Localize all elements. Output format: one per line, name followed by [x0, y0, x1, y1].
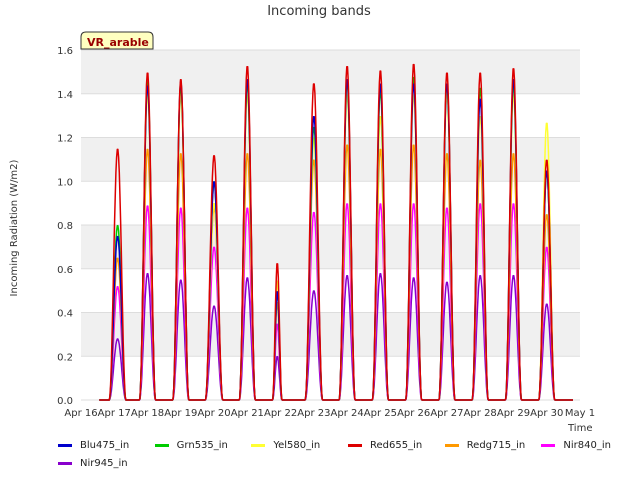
y-tick-label: 1.2	[57, 134, 73, 145]
y-tick-label: 1.0	[57, 177, 73, 188]
chart-svg: Incoming bands Apr 16 Apr 17 Apr 18 Apr 19 A…	[9, 4, 595, 432]
plot-band	[81, 137, 580, 182]
x-ticks: Apr 16 Apr 17 Apr 18 Apr 19 Apr 20 Apr 21 Apr …	[64, 408, 595, 419]
legend-item: Redg715_in	[444, 439, 542, 451]
x-tick-label: Apr 20	[197, 408, 230, 419]
x-tick-label: Apr 30	[530, 408, 563, 419]
legend-item: Yel580_in	[251, 440, 348, 451]
legend-swatch	[444, 443, 459, 447]
legend-item: Grn535_in	[154, 439, 252, 451]
plot-bands	[81, 50, 580, 357]
plot-band	[81, 50, 580, 94]
legend-row: Nir945_in	[58, 454, 638, 472]
legend-item: Nir945_in	[58, 458, 184, 469]
y-tick-label: 0.6	[57, 265, 73, 276]
x-tick-label: Apr 23	[297, 408, 330, 419]
site-badge-label: VR_arable	[87, 36, 149, 49]
y-tick-label: 0.4	[57, 309, 73, 320]
x-tick-label: Apr 27	[430, 408, 463, 419]
legend-swatch	[251, 443, 266, 447]
x-tick-label: Apr 26	[397, 408, 430, 419]
legend-item: Blu475_in	[58, 440, 155, 451]
legend-label: Blu475_in	[80, 439, 130, 451]
grid-lines	[81, 49, 580, 401]
y-tick-label: 0.0	[57, 396, 73, 407]
legend-swatch	[58, 461, 72, 465]
legend-swatch	[541, 443, 556, 447]
legend-swatch	[154, 443, 169, 447]
y-tick-label: 1.4	[57, 90, 73, 101]
plot-band	[81, 225, 580, 269]
x-tick-label: Apr 25	[364, 408, 397, 419]
legend-swatch	[348, 443, 363, 447]
y-tick-label: 1.6	[57, 46, 73, 57]
chart-title: Incoming bands	[267, 4, 371, 19]
x-tick-label: Apr 22	[264, 408, 297, 419]
legend-row: Blu475_in Grn535_in Yel580_in Red655_in Redg…	[58, 436, 638, 454]
legend: Blu475_in Grn535_in Yel580_in Red655_in Redg…	[58, 436, 638, 472]
x-tick-label: Apr 24	[331, 408, 364, 419]
y-ticks: 0.0 0.2 0.4 0.6 0.8 1.0 1.2 1.4 1.6	[57, 46, 73, 407]
x-tick-label: Apr 18	[131, 408, 164, 419]
legend-swatch	[58, 443, 72, 447]
series-line-red655_in	[99, 63, 574, 401]
legend-label: Yel580_in	[273, 439, 321, 451]
legend-item: Red655_in	[348, 440, 445, 451]
x-tick-label: Apr 28	[464, 408, 497, 419]
x-tick-label: May 1	[565, 408, 595, 419]
legend-label: Grn535_in	[176, 439, 228, 451]
legend-label: Redg715_in	[466, 439, 526, 451]
x-tick-label: Apr 16	[64, 408, 97, 419]
y-tick-label: 0.2	[57, 352, 73, 363]
legend-label: Nir840_in	[563, 439, 611, 451]
legend-label: Red655_in	[370, 439, 423, 451]
x-axis-label: Time	[567, 423, 592, 432]
series-line-redg715_in	[99, 144, 574, 401]
y-tick-label: 0.8	[57, 221, 73, 232]
legend-label: Nir945_in	[80, 457, 128, 469]
x-tick-label: Apr 19	[164, 408, 197, 419]
x-tick-label: Apr 17	[98, 408, 131, 419]
x-tick-label: Apr 29	[497, 408, 530, 419]
y-axis-label: Incoming Radiation (W/m2)	[9, 159, 20, 296]
plot-band	[81, 312, 580, 357]
legend-item: Nir840_in	[541, 440, 638, 451]
x-tick-label: Apr 21	[231, 408, 264, 419]
series-lines	[99, 63, 574, 401]
site-badge: VR_arable	[80, 31, 154, 50]
